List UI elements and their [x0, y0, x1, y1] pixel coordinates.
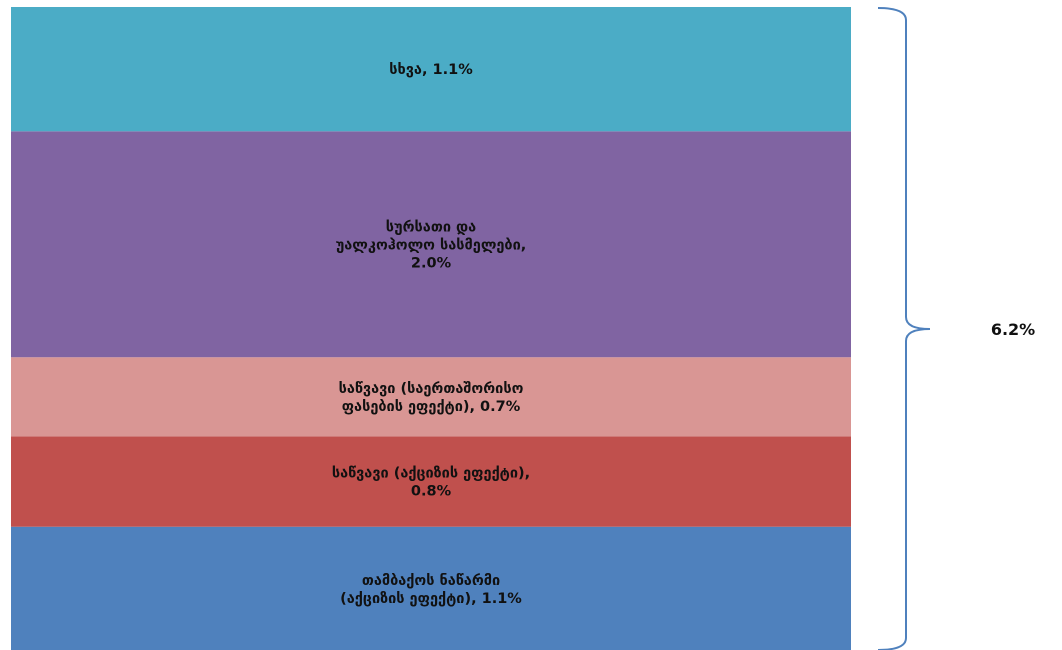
segment-label-0: თამბაქოს ნაწარმი (აქციზის ეფექტი), 1.1%	[340, 573, 522, 607]
bar-segment-3	[11, 131, 851, 358]
total-brace	[877, 7, 931, 650]
bar-segments	[11, 7, 851, 650]
segment-label-line: თამბაქოს ნაწარმი	[362, 573, 500, 589]
segment-label-line: საწვავი (საერთაშორისო	[339, 381, 524, 397]
total-label: 6.2%	[991, 320, 1035, 339]
segment-label-2: საწვავი (საერთაშორისო ფასების ეფექტი), 0.…	[339, 381, 524, 415]
segment-label-3: სურსათი და უალკოჰოლო სასმელები, 2.0%	[336, 219, 527, 271]
segment-label-line: საწვავი (აქციზის ეფექტი),	[332, 466, 530, 482]
segment-label-line: სურსათი და	[386, 219, 476, 235]
segment-labels: თამბაქოს ნაწარმი (აქციზის ეფექტი), 1.1% სა…	[332, 62, 530, 607]
bar-segment-2	[11, 357, 851, 437]
bar-segment-0	[11, 526, 851, 650]
segment-label-1: საწვავი (აქციზის ეფექტი), 0.8%	[332, 466, 530, 500]
segment-label-line: 0.8%	[411, 484, 452, 500]
segment-label-4: სხვა, 1.1%	[389, 62, 473, 78]
segment-label-line: ფასების ეფექტი), 0.7%	[342, 399, 521, 415]
segment-label-line: სხვა, 1.1%	[389, 62, 473, 78]
segment-label-line: უალკოჰოლო სასმელები,	[336, 237, 527, 253]
bar-segment-1	[11, 436, 851, 527]
segment-label-line: (აქციზის ეფექტი), 1.1%	[340, 591, 522, 607]
bar-segment-4	[11, 7, 851, 132]
segment-label-line: 2.0%	[411, 255, 452, 271]
